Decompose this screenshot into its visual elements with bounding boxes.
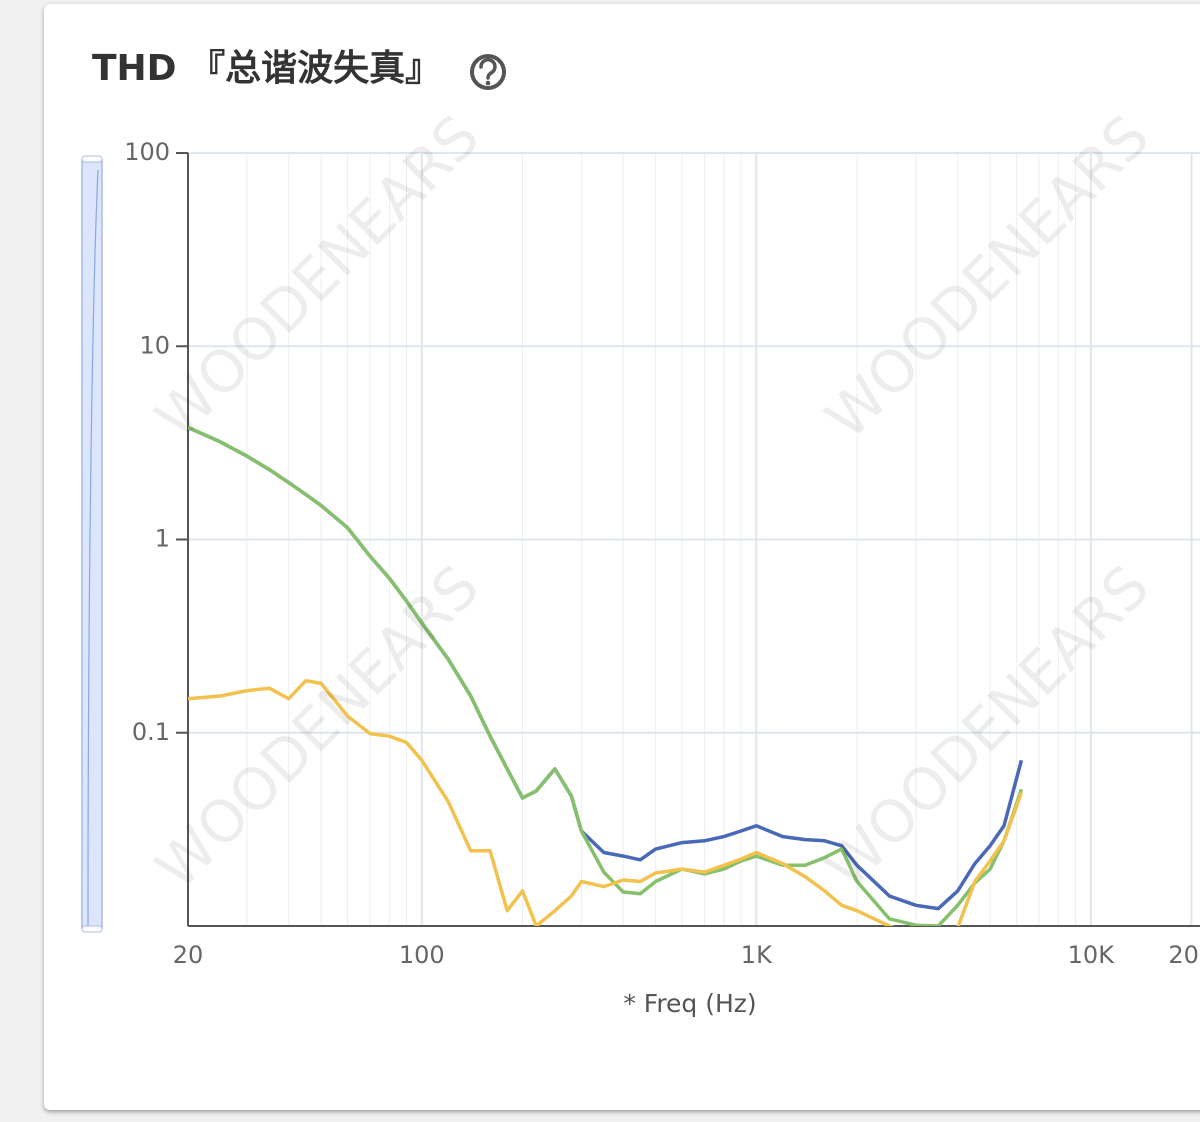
y-tick-label: 10 [139,331,170,359]
x-axis-label: * Freq (Hz) [623,989,756,1018]
x-tick-label: 20 [173,941,204,969]
zoom-slider[interactable] [81,155,103,933]
x-tick-label: 20K [1168,941,1200,969]
x-tick-label: 10K [1068,941,1116,969]
help-icon[interactable] [470,54,506,90]
series-line [188,678,1024,926]
y-tick-label: 100 [124,138,170,166]
y-tick-label: 1 [155,525,170,553]
watermark: WOODENEARS [142,552,492,902]
y-tick-label: 0.1 [132,718,170,746]
grid: 100 10 1 0.1 20 100 1K 10K 20K [124,138,1200,969]
x-tick-label: 100 [399,941,445,969]
plot [188,425,1024,926]
x-tick-label: 1K [741,941,773,969]
watermark: WOODENEARS [812,102,1162,452]
series-line [188,425,1024,926]
chart-title: THD 『总谐波失真』 [92,48,441,89]
watermark: WOODENEARS [142,102,492,452]
